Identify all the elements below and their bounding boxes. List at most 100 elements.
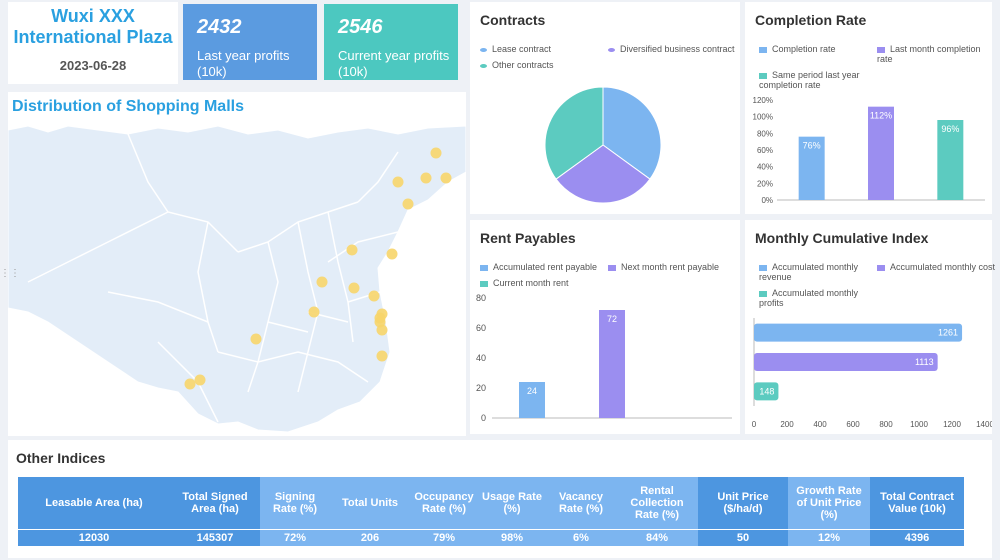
mall-marker [376, 350, 388, 362]
legend-item[interactable]: Same period last year completion rate [759, 70, 869, 90]
province-border [267, 321, 309, 333]
mall-marker [402, 198, 414, 210]
mall-marker [430, 147, 442, 159]
kpi-last-year-profits: 2432 Last year profits (10k) [183, 4, 317, 80]
table-cell: 98% [478, 528, 546, 546]
legend-swatch [759, 290, 767, 297]
y-tick-label: 80 [476, 293, 486, 303]
legend-item[interactable]: Next month rent payable [608, 262, 719, 272]
table-row: 12030 145307 72% 206 79% 98% 6% 84% 50 1… [18, 528, 964, 546]
mall-marker [346, 244, 358, 256]
mall-marker [386, 248, 398, 260]
bar-value-label: 148 [759, 386, 774, 396]
table-cell: 79% [410, 528, 478, 546]
legend-swatch [480, 264, 488, 271]
table-cell: 4396 [870, 528, 964, 546]
legend-label: Current month rent [493, 278, 569, 288]
table-cell: 12% [788, 528, 870, 546]
rent-bar-chart: 80 60 40 20 0 24 72 [476, 293, 732, 423]
legend-item[interactable]: Accumulated monthly revenue [759, 262, 869, 282]
bar [754, 353, 938, 371]
legend-label: Completion rate [772, 44, 836, 54]
x-tick-label: 1200 [943, 420, 961, 429]
legend-swatch [608, 264, 616, 271]
col-header: Usage Rate (%) [478, 477, 546, 529]
legend-item[interactable]: Accumulated monthly cost [877, 262, 995, 272]
province-borders [27, 133, 399, 423]
legend-swatch [480, 47, 487, 52]
mall-marker [440, 172, 452, 184]
legend-label: Other contracts [492, 60, 554, 70]
kpi-value: 2432 [197, 16, 242, 38]
legend-swatch [608, 47, 615, 52]
province-border [27, 211, 169, 283]
y-tick-label: 60 [476, 323, 486, 333]
mall-marker [420, 172, 432, 184]
mall-marker [374, 312, 386, 324]
col-header: Total Contract Value (10k) [870, 477, 964, 529]
x-tick-label: 600 [846, 420, 860, 429]
y-tick-label: 120% [753, 96, 773, 105]
table-cell: 145307 [170, 528, 260, 546]
bar [868, 106, 894, 200]
mall-marker [194, 374, 206, 386]
bar-value-label: 1261 [938, 328, 958, 338]
drag-handle-icon[interactable]: ⋮⋮ [0, 268, 20, 279]
x-tick-label: 0 [752, 420, 757, 429]
legend-swatch [480, 63, 487, 68]
legend-item[interactable]: Current month rent [480, 278, 569, 288]
kpi-current-year-profits: 2546 Current year profits (10k) [324, 4, 458, 80]
plaza-title: Wuxi XXX International Plaza [8, 6, 178, 48]
bar-value-label: 24 [527, 386, 537, 396]
map-title: Distribution of Shopping Malls [12, 98, 244, 115]
legend-item[interactable]: Accumulated monthly profits [759, 288, 863, 308]
legend-label: Accumulated rent payable [493, 262, 598, 272]
title-box: Wuxi XXX International Plaza 2023-06-28 [8, 2, 178, 84]
table-cell: 50 [698, 528, 788, 546]
kpi-label: Current year profits (10k) [338, 48, 450, 79]
legend-item[interactable]: Lease contract [480, 44, 551, 54]
x-tick-label: 1000 [910, 420, 928, 429]
bar [937, 120, 964, 200]
legend-swatch [877, 264, 885, 271]
mall-marker [250, 333, 262, 345]
kpi-label: Last year profits (10k) [197, 48, 290, 79]
mall-marker [184, 378, 196, 390]
legend-label: Next month rent payable [621, 262, 720, 272]
bar [798, 136, 825, 200]
y-tick-label: 100% [753, 113, 773, 122]
map-panel: Distribution of Shopping Malls [8, 92, 466, 436]
col-header: Signing Rate (%) [260, 477, 330, 529]
legend-item[interactable]: Other contracts [480, 60, 554, 70]
legend-item[interactable]: Diversified business contract [608, 44, 735, 54]
y-tick-label: 20 [476, 383, 486, 393]
y-tick-label: 20% [757, 179, 773, 188]
indices-table: Leasable Area (ha) Total Signed Area (ha… [18, 477, 964, 546]
contracts-title: Contracts [480, 12, 546, 28]
monthly-hbar-chart: 0 200 400 600 800 1000 1200 1400 1261 1113 148 [752, 318, 992, 429]
table-cell: 206 [330, 528, 410, 546]
bar [519, 382, 545, 418]
legend-label: Accumulated monthly profits [759, 288, 859, 308]
legend-label: Same period last year completion rate [759, 70, 860, 90]
indices-title: Other Indices [16, 450, 106, 466]
mall-marker [348, 282, 360, 294]
china-map[interactable] [8, 92, 466, 436]
legend-item[interactable]: Accumulated rent payable [480, 262, 597, 272]
completion-bar-chart: 120% 100% 80% 60% 40% 20% 0% 76% 112% 96% [753, 96, 985, 205]
mall-marker [368, 290, 380, 302]
legend-item[interactable]: Last month completion rate [877, 44, 989, 64]
completion-panel: Completion Rate Completion rate Last mon… [745, 2, 992, 214]
bar-value-label: 96% [941, 124, 959, 134]
indices-header-row: Leasable Area (ha) Total Signed Area (ha… [18, 477, 964, 529]
legend-label: Diversified business contract [620, 44, 735, 54]
legend-item[interactable]: Completion rate [759, 44, 836, 54]
legend-swatch [759, 72, 767, 79]
monthly-panel: Monthly Cumulative Index Accumulated mon… [745, 220, 995, 434]
y-tick-label: 40 [476, 353, 486, 363]
mall-marker [376, 324, 388, 336]
col-header: Total Units [330, 477, 410, 529]
col-header: Rental Collection Rate (%) [616, 477, 698, 529]
col-header: Total Signed Area (ha) [170, 477, 260, 529]
bar [599, 310, 625, 418]
